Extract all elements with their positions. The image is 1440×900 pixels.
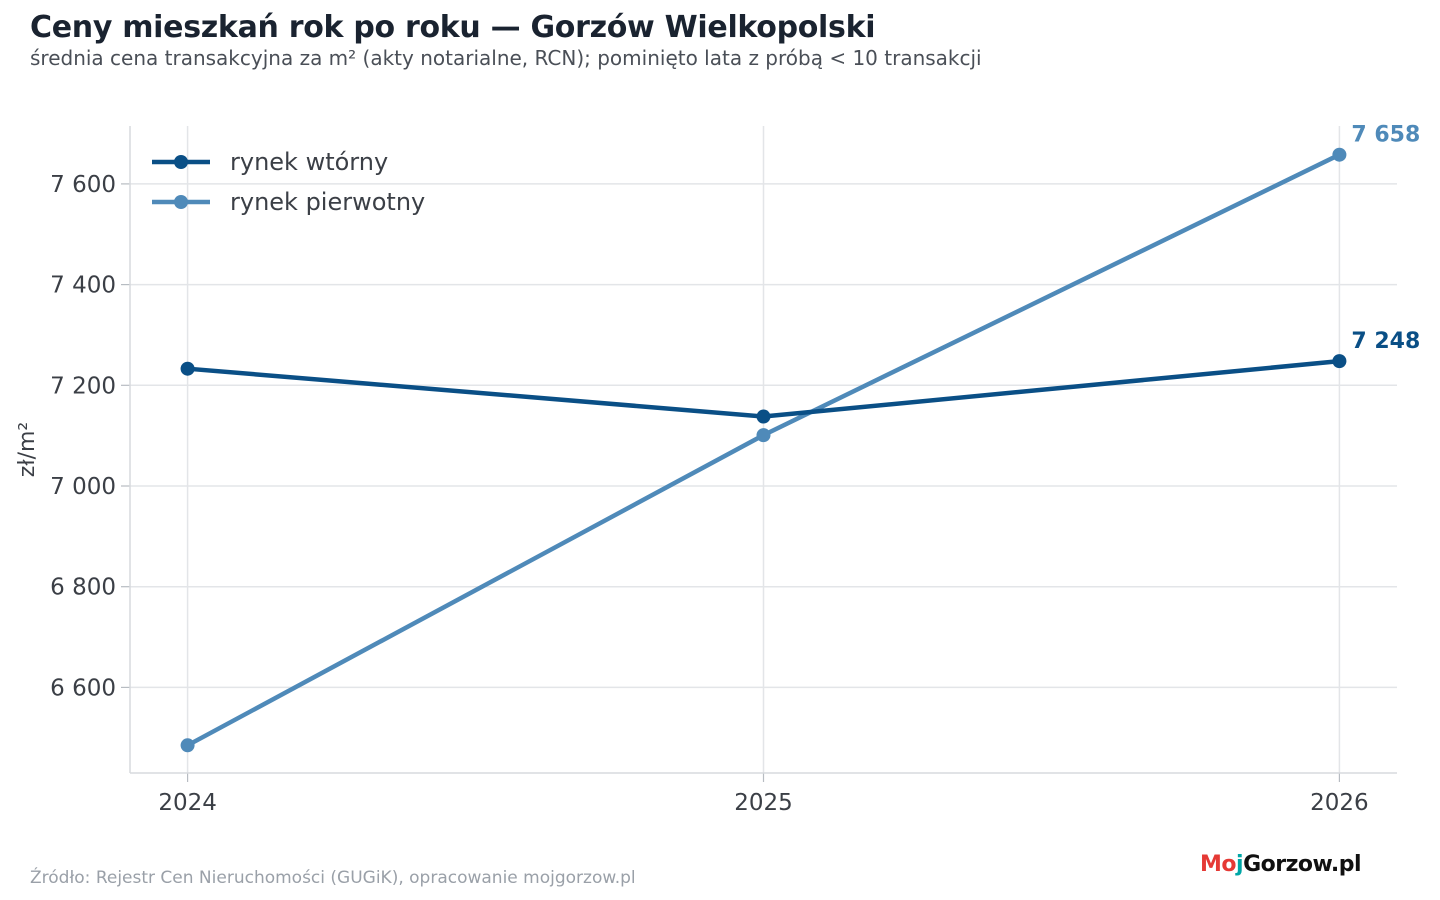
- data-point: [756, 428, 771, 443]
- chart-subtitle: średnia cena transakcyjna za m² (akty no…: [30, 46, 982, 70]
- x-tick-label: 2025: [734, 790, 793, 816]
- series-rynek-pierwotny: 7 658: [180, 123, 1420, 753]
- data-point: [180, 361, 195, 376]
- brand-logo: MojGorzow.pl: [1200, 852, 1362, 877]
- axes: 6 600 6 800 7 000 7 200 7 400 7 600 2024 2025 20…: [15, 126, 1397, 816]
- legend-label: rynek pierwotny: [230, 188, 425, 216]
- y-tick-label: 7 600: [50, 172, 116, 198]
- legend-marker: [174, 195, 188, 209]
- y-tick-label: 7 200: [50, 373, 116, 399]
- data-point: [756, 409, 771, 424]
- y-tick-label: 6 800: [50, 575, 116, 601]
- end-value-label: 7 658: [1351, 123, 1420, 148]
- chart-title: Ceny mieszkań rok po roku — Gorzów Wielk…: [30, 10, 876, 45]
- y-axis-label: zł/m²: [15, 422, 40, 477]
- data-point: [1332, 354, 1347, 369]
- y-tick-label: 7 400: [50, 273, 116, 299]
- legend-item: rynek wtórny: [152, 148, 388, 176]
- legend-label: rynek wtórny: [230, 148, 388, 176]
- y-tick-label: 6 600: [50, 675, 116, 701]
- end-value-label: 7 248: [1351, 329, 1420, 354]
- legend-marker: [174, 155, 188, 169]
- source-note: Źródło: Rejestr Cen Nieruchomości (GUGiK…: [30, 868, 636, 888]
- grid-lines: [130, 126, 1397, 773]
- series-rynek-wtorny: 7 248: [180, 329, 1420, 424]
- data-point: [1332, 147, 1347, 162]
- legend-item: rynek pierwotny: [152, 188, 425, 216]
- data-point: [180, 738, 195, 753]
- y-tick-label: 7 000: [50, 474, 116, 500]
- series-layer: 7 658 7 248: [180, 123, 1420, 753]
- x-tick-label: 2026: [1310, 790, 1369, 816]
- legend: rynek wtórny rynek pierwotny: [152, 148, 425, 216]
- x-tick-label: 2024: [158, 790, 217, 816]
